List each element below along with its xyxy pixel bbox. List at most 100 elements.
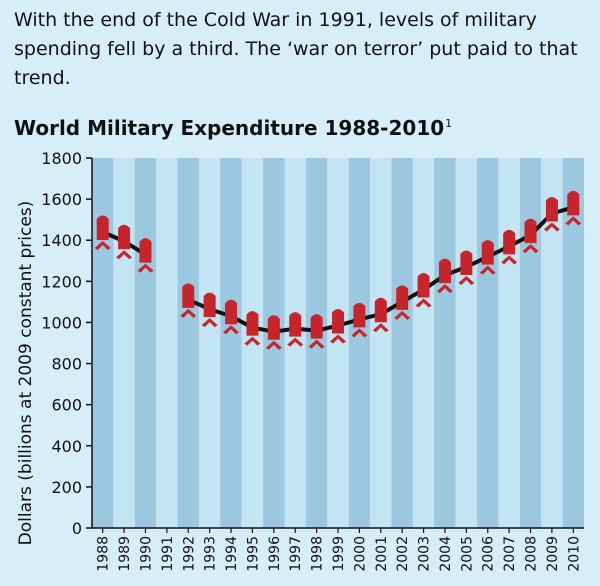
x-tick-label-1994: 1994 (224, 536, 240, 572)
band-2001 (370, 158, 392, 528)
data-point-2000 (351, 302, 368, 338)
bomb-body-icon (417, 273, 430, 298)
data-point-1990 (137, 238, 154, 273)
bomb-fin-icon (436, 284, 453, 294)
band-2002 (391, 158, 413, 528)
bomb-body-icon (289, 312, 302, 337)
bomb-body-icon (246, 311, 259, 336)
bomb-fin-icon (565, 216, 582, 226)
x-tick-label-1989: 1989 (117, 536, 133, 572)
bomb-fin-icon (94, 241, 111, 250)
band-1997 (284, 158, 306, 528)
y-tick-label-400: 400 (51, 437, 82, 456)
band-1991 (156, 158, 178, 528)
band-1994 (220, 158, 242, 528)
x-tick-label-1996: 1996 (267, 536, 283, 572)
y-tick-label-200: 200 (51, 478, 82, 497)
bomb-fin-icon (137, 263, 154, 273)
bomb-body-icon (267, 315, 280, 340)
bomb-fin-icon (116, 250, 133, 260)
y-tick-label-1400: 1400 (41, 231, 82, 250)
bomb-body-icon (503, 229, 516, 255)
band-1988 (92, 158, 114, 528)
y-tick-label-1800: 1800 (41, 149, 82, 168)
data-point-2004 (436, 258, 453, 294)
data-point-2006 (479, 240, 496, 275)
data-point-1996 (265, 315, 282, 350)
bomb-body-icon (310, 314, 323, 339)
x-tick-label-2007: 2007 (502, 536, 518, 572)
x-tick-label-2009: 2009 (545, 536, 561, 572)
bomb-fin-icon (265, 340, 282, 350)
band-2005 (455, 158, 478, 528)
bomb-body-icon (374, 297, 387, 323)
data-point-2005 (458, 250, 475, 285)
band-1992 (177, 158, 199, 528)
data-point-1999 (330, 309, 346, 344)
bomb-fin-icon (458, 275, 475, 285)
bomb-body-icon (524, 218, 537, 244)
chart-title-text: World Military Expenditure 1988-2010 (14, 116, 445, 140)
y-tick-label-1600: 1600 (41, 190, 82, 209)
x-tick-label-1995: 1995 (245, 536, 261, 572)
bomb-body-icon (96, 215, 109, 240)
y-tick-label-600: 600 (51, 396, 82, 415)
x-tick-label-1990: 1990 (138, 536, 154, 572)
bomb-fin-icon (308, 339, 325, 349)
x-tick-label-1991: 1991 (160, 536, 176, 572)
x-tick-label-1988: 1988 (96, 536, 112, 572)
y-axis-label: Dollars (billions at 2009 constant price… (16, 201, 36, 546)
data-point-2008 (522, 218, 539, 254)
bomb-body-icon (545, 197, 558, 222)
x-tick-label-2002: 2002 (395, 536, 411, 572)
bomb-fin-icon (372, 323, 389, 333)
bomb-fin-icon (501, 255, 518, 265)
bomb-fin-icon (394, 310, 411, 320)
band-1990 (134, 158, 157, 528)
data-point-1989 (116, 224, 133, 260)
bomb-fin-icon (415, 298, 432, 308)
x-tick-label-1997: 1997 (288, 536, 304, 572)
chart-title: World Military Expenditure 1988-20101 (14, 116, 452, 140)
x-tick-label-2008: 2008 (524, 536, 540, 572)
x-tick-label-1992: 1992 (181, 536, 197, 572)
bomb-fin-icon (351, 328, 368, 338)
bomb-fin-icon (180, 308, 197, 318)
band-2003 (412, 158, 435, 528)
bomb-fin-icon (287, 337, 304, 347)
band-2008 (519, 158, 542, 528)
data-point-1988 (94, 215, 111, 250)
x-tick-label-2001: 2001 (374, 536, 390, 572)
bomb-body-icon (203, 292, 216, 318)
data-point-1998 (308, 314, 325, 349)
data-point-1997 (287, 312, 304, 347)
band-1989 (113, 158, 135, 528)
data-point-1992 (180, 283, 197, 318)
bomb-fin-icon (330, 334, 346, 344)
bomb-body-icon (225, 299, 238, 325)
data-point-2009 (543, 197, 560, 232)
bomb-body-icon (567, 190, 580, 216)
bomb-body-icon (438, 258, 451, 284)
data-point-2007 (501, 229, 518, 265)
band-1999 (327, 158, 349, 528)
bomb-fin-icon (522, 244, 539, 254)
data-point-2010 (565, 190, 582, 226)
band-2007 (498, 158, 520, 528)
band-1995 (241, 158, 264, 528)
y-tick-label-0: 0 (72, 519, 82, 538)
bomb-fin-icon (201, 318, 218, 328)
bomb-fin-icon (543, 222, 560, 232)
bomb-body-icon (182, 283, 195, 308)
bomb-body-icon (353, 302, 366, 328)
bomb-fin-icon (223, 325, 240, 335)
y-tick-label-1000: 1000 (41, 313, 82, 332)
data-point-1995 (244, 311, 261, 346)
data-point-2003 (415, 273, 432, 308)
bomb-body-icon (118, 224, 131, 250)
x-tick-label-1999: 1999 (331, 536, 347, 572)
bomb-fin-icon (479, 265, 496, 275)
bomb-body-icon (332, 309, 344, 334)
title-footnote: 1 (445, 117, 453, 131)
data-point-2002 (394, 285, 411, 320)
